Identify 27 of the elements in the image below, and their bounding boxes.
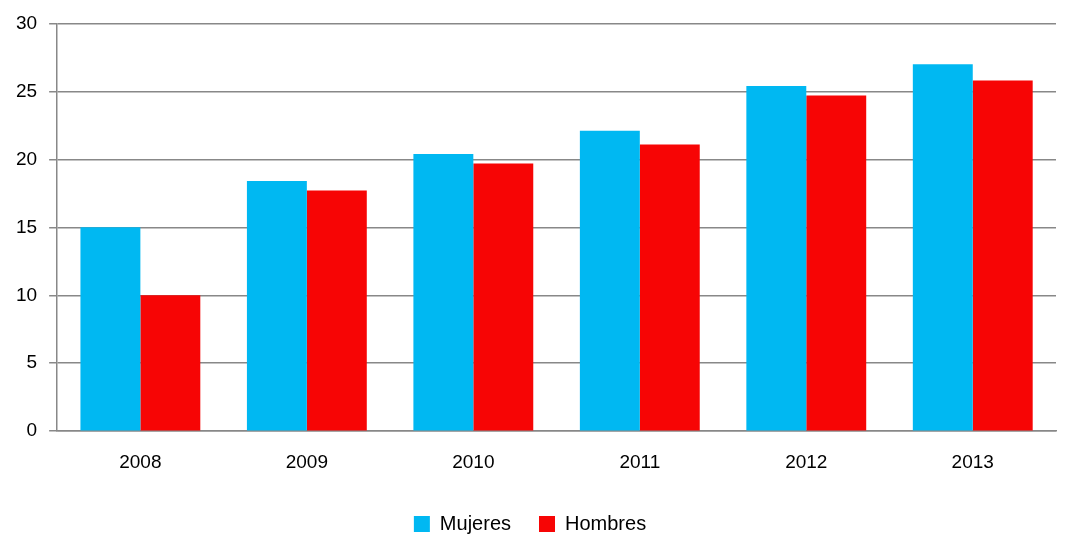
bar [80,227,141,431]
bar [413,153,474,431]
legend-label: Mujeres [439,511,512,534]
x-tick-label: 2011 [619,450,661,472]
y-tick-label: 0 [26,419,38,441]
x-tick-label: 2008 [119,450,162,472]
legend-label: Hombres [565,511,647,534]
bar [473,163,534,431]
bar [246,181,307,431]
x-tick-label: 2013 [951,450,994,472]
x-tick-label: 2009 [285,450,328,472]
bar [806,95,867,431]
bar [746,85,807,431]
y-tick-label: 25 [15,79,38,101]
x-tick-label: 2010 [452,450,495,472]
y-tick-label: 30 [15,11,38,33]
bar [140,295,201,431]
y-tick-label: 15 [15,215,38,237]
bar [579,130,640,431]
y-tick-label: 5 [26,351,38,373]
bar [912,64,973,431]
bar [306,190,367,431]
y-tick-label: 20 [15,147,38,169]
y-tick-label: 10 [15,283,38,305]
bar [972,80,1033,431]
x-tick-label: 2012 [785,450,828,472]
bar [639,144,700,431]
